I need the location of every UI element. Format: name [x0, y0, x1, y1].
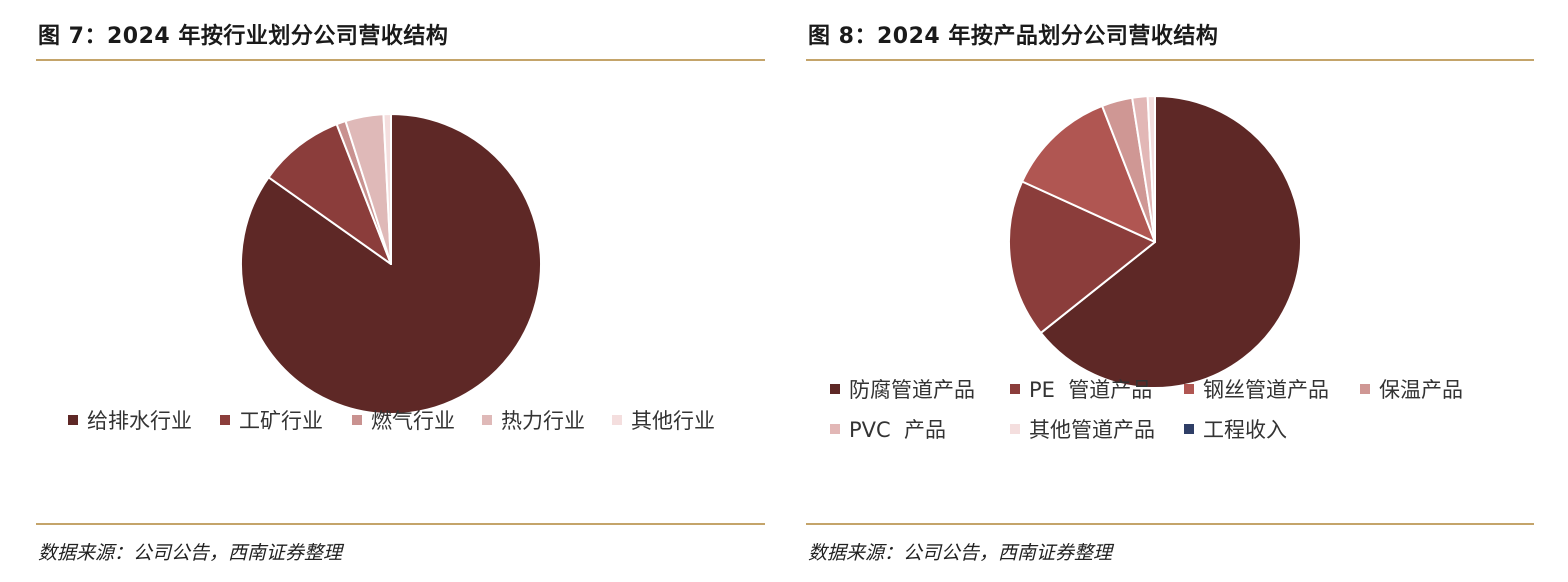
legend-swatch — [612, 415, 622, 425]
pie-slice-1 — [240, 113, 542, 415]
legend-swatch — [1184, 424, 1194, 434]
figure-7-top-rule — [36, 59, 765, 61]
legend-item-4: 保温产品 — [1360, 374, 1463, 404]
legend-label: 防腐管道产品 — [849, 378, 975, 402]
legend-swatch — [830, 384, 840, 394]
legend-label: 其他行业 — [631, 409, 715, 433]
legend-swatch — [68, 415, 78, 425]
legend-swatch — [830, 424, 840, 434]
legend-label: 钢丝管道产品 — [1203, 378, 1329, 402]
legend-label: 保温产品 — [1379, 378, 1463, 402]
legend-label: PVC 产品 — [849, 418, 947, 442]
legend-item-4: 热力行业 — [482, 405, 585, 435]
figure-8-title: 图 8：2024 年按产品划分公司营收结构 — [808, 24, 1219, 49]
legend-swatch — [1010, 424, 1020, 434]
legend-item-3: 钢丝管道产品 — [1184, 374, 1329, 404]
pie-slice-2 — [1008, 180, 1156, 334]
legend-item-6: 其他管道产品 — [1010, 414, 1155, 444]
pie-slice-6 — [1146, 94, 1156, 243]
legend-item-1: 防腐管道产品 — [830, 374, 975, 404]
legend-item-2: PE 管道产品 — [1010, 374, 1152, 404]
figure-7-title: 图 7：2024 年按行业划分公司营收结构 — [38, 24, 449, 49]
legend-label: 燃气行业 — [371, 409, 455, 433]
legend-item-5: 其他行业 — [612, 405, 715, 435]
legend-label: 工程收入 — [1203, 418, 1287, 442]
legend-item-7: 工程收入 — [1184, 414, 1287, 444]
figure-8-bottom-rule — [806, 523, 1534, 525]
legend-item-1: 给排水行业 — [68, 405, 192, 435]
figure-7-panel: 图 7：2024 年按行业划分公司营收结构 给排水行业 工矿行业 燃气行业 热力行业 其… — [36, 0, 765, 582]
legend-label: 给排水行业 — [87, 409, 192, 433]
legend-item-5: PVC 产品 — [830, 414, 946, 444]
pie-slice-1 — [1039, 95, 1302, 389]
figure-8-source-note: 数据来源：公司公告，西南证券整理 — [808, 542, 1113, 564]
figure-7-source-note: 数据来源：公司公告，西南证券整理 — [38, 542, 343, 564]
legend-swatch — [1010, 384, 1020, 394]
legend-item-3: 燃气行业 — [352, 405, 455, 435]
legend-item-2: 工矿行业 — [220, 405, 323, 435]
pie-slice-2 — [267, 123, 392, 265]
legend-swatch — [352, 415, 362, 425]
legend-label: 热力行业 — [501, 409, 585, 433]
pie-slice-5 — [382, 113, 392, 265]
legend-swatch — [1184, 384, 1194, 394]
figure-7-pie-chart — [240, 113, 542, 415]
figure-8-top-rule — [806, 59, 1534, 61]
figure-7-bottom-rule — [36, 523, 765, 525]
figure-8-panel: 图 8：2024 年按产品划分公司营收结构 防腐管道产品 PE 管道产品 钢丝管道产… — [806, 0, 1534, 582]
legend-label: 工矿行业 — [239, 409, 323, 433]
legend-swatch — [220, 415, 230, 425]
legend-swatch — [1360, 384, 1370, 394]
legend-label: 其他管道产品 — [1029, 418, 1155, 442]
figure-8-pie-chart — [1008, 94, 1302, 389]
legend-swatch — [482, 415, 492, 425]
pie-slice-3 — [1021, 104, 1156, 243]
legend-label: PE 管道产品 — [1029, 378, 1153, 402]
